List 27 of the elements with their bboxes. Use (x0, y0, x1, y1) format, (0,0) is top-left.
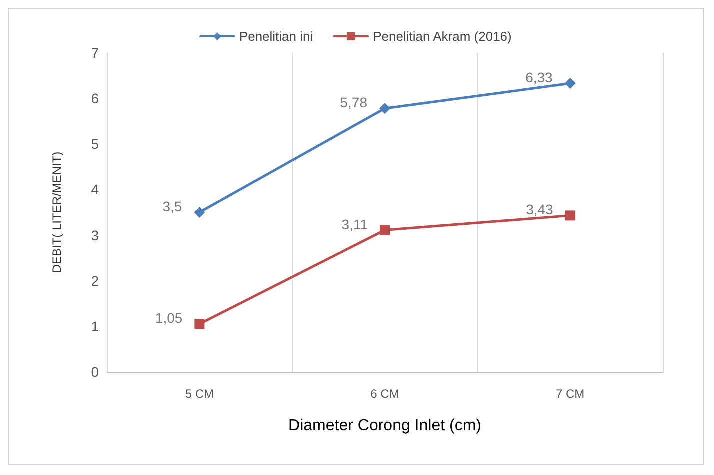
point (194, 319, 205, 330)
y-tick-label: 7 (91, 45, 100, 61)
data-label: 3,43 (526, 202, 554, 218)
x-axis-title: Diameter Corong Inlet (cm) (288, 418, 482, 434)
x-tick-label: 6 CM (370, 387, 400, 401)
y-tick-label: 3 (91, 227, 100, 244)
data-label: 6,33 (526, 70, 554, 86)
x-tick-label: 5 CM (185, 387, 214, 401)
y-tick-label: 2 (91, 272, 100, 289)
point (194, 207, 206, 218)
y-tick-label: 4 (91, 182, 100, 198)
y-tick-label: 6 (91, 90, 100, 107)
data-label: 3,5 (162, 198, 182, 214)
legend-label: Penelitian Akram (2016) (373, 29, 512, 44)
x-tick-label: 7 CM (556, 387, 585, 401)
y-tick-label: 0 (91, 364, 100, 380)
y-tick-label: 1 (91, 318, 100, 334)
point (380, 103, 390, 114)
point (380, 225, 390, 236)
point (564, 78, 576, 90)
y-axis-title: DEBIT( LITER/MENIT) (50, 152, 64, 274)
y-tick-label: 5 (91, 136, 100, 152)
data-label: 1,05 (155, 310, 183, 326)
point (565, 210, 576, 221)
legend-label: Penelitian ini (239, 29, 314, 44)
data-label: 3,11 (342, 216, 368, 232)
data-label: 5,78 (340, 94, 368, 111)
